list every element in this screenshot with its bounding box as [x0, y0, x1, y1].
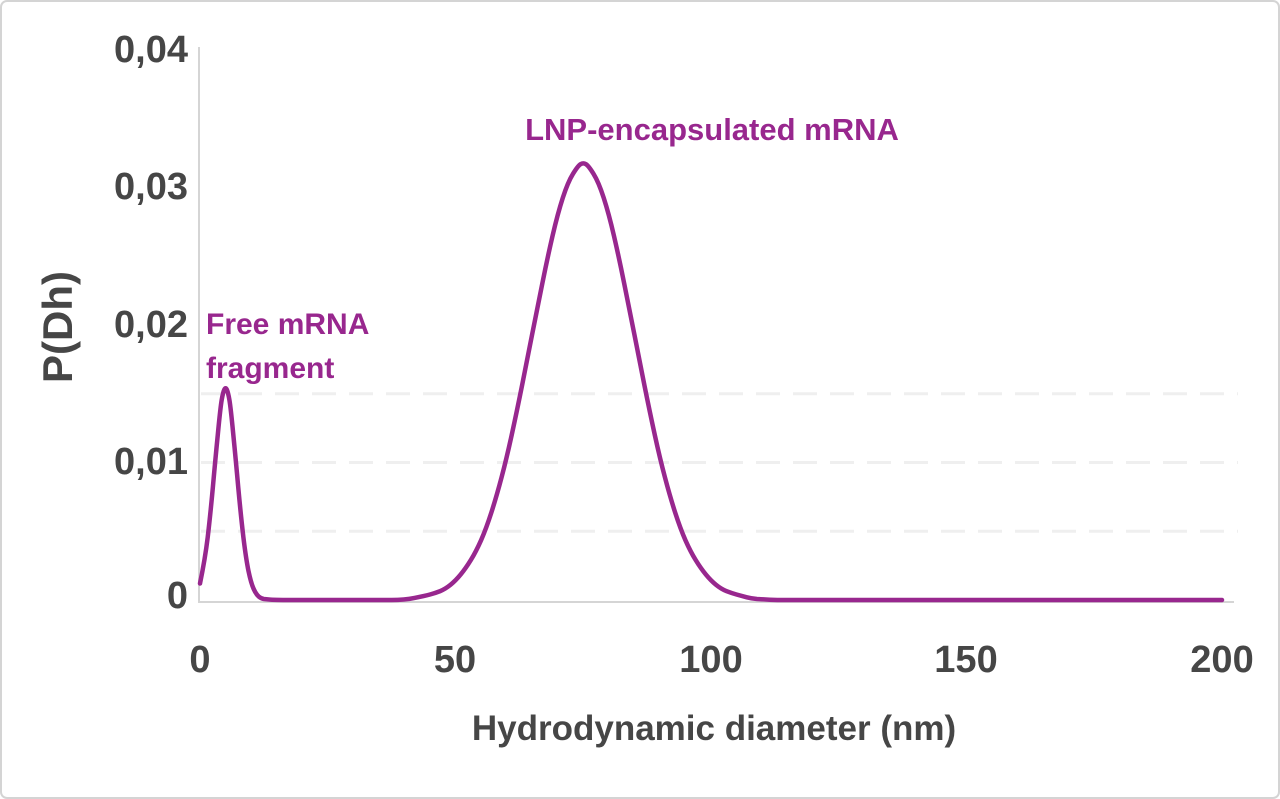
x-tick-label-100: 100: [679, 639, 743, 681]
x-tick-label-50: 50: [433, 639, 477, 681]
annotation-lnp-encapsulated-mrna: LNP-encapsulated mRNA: [525, 112, 899, 147]
distribution-curve: [197, 161, 1225, 603]
y-tick-label-0.01: 0,01: [114, 441, 188, 483]
y-tick-label-0.03: 0,03: [114, 166, 188, 208]
annotation-free-mrna-line1: Free mRNA: [206, 308, 370, 341]
x-tick-label-0: 0: [189, 639, 211, 681]
annotation-free-mrna-line2: fragment: [206, 352, 335, 385]
x-axis-title: Hydrodynamic diameter (nm): [471, 709, 957, 748]
y-tick-label-0.02: 0,02: [114, 304, 188, 346]
x-tick-label-200: 200: [1190, 639, 1254, 681]
x-tick-label-150: 150: [934, 639, 998, 681]
y-tick-label-0.04: 0,04: [114, 29, 188, 71]
y-tick-label-0: 0: [166, 575, 188, 617]
annotation-free-mrna-fragment: Free mRNA fragment: [206, 303, 369, 391]
